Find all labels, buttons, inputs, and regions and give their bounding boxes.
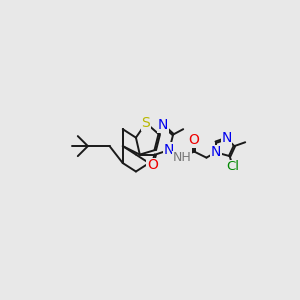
- Text: N: N: [158, 118, 168, 132]
- Text: N: N: [211, 145, 221, 159]
- Text: S: S: [142, 116, 150, 130]
- Text: O: O: [189, 133, 200, 147]
- Text: Cl: Cl: [226, 160, 239, 173]
- Text: NH: NH: [172, 151, 191, 164]
- Text: N: N: [164, 143, 174, 157]
- Text: N: N: [221, 131, 232, 146]
- Text: O: O: [147, 158, 158, 172]
